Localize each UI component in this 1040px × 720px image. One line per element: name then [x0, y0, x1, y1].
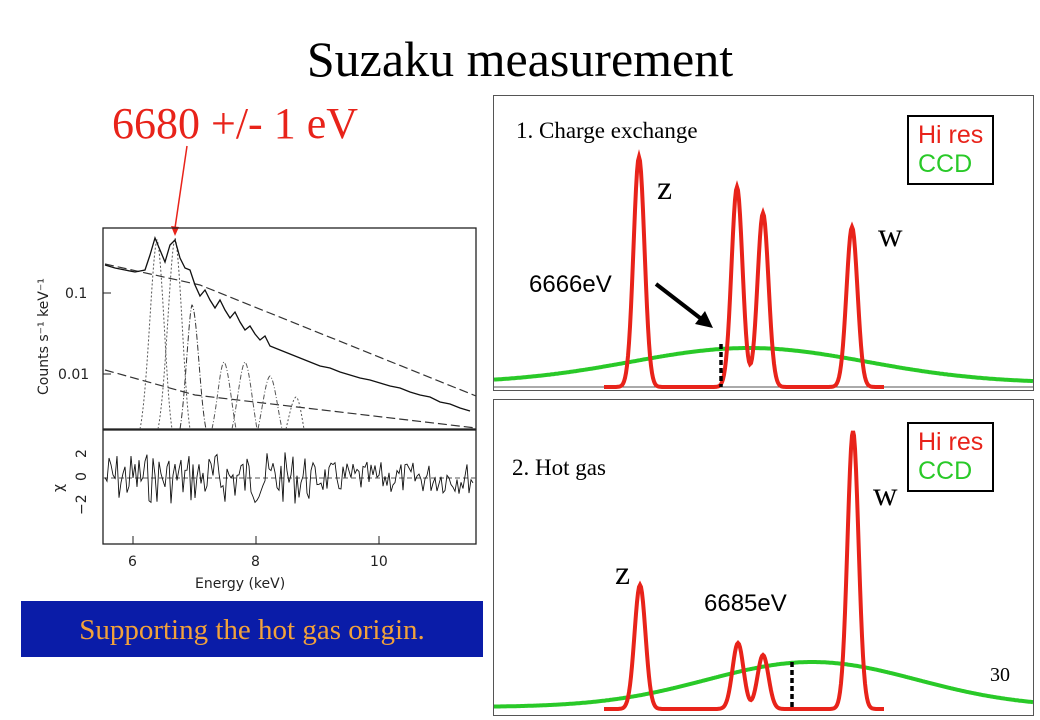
resid-tick-1: 0: [74, 472, 90, 481]
resid-tick-0: 2: [74, 449, 90, 458]
legend-hires: Hi res: [918, 428, 984, 456]
fe-component-6: [257, 375, 283, 430]
slide-title: Suzaku measurement: [306, 31, 734, 87]
fe-component-4: [211, 361, 237, 430]
legend-hires: Hi res: [918, 121, 984, 149]
y-tick-1: 0.01: [58, 367, 89, 383]
energy-label: 6685eV: [704, 590, 787, 617]
observed-spectrum: [104, 236, 471, 412]
fe-component-1: [139, 238, 173, 430]
hot-gas-profile: [494, 430, 1033, 711]
x-axis-label: Energy (keV): [195, 576, 285, 592]
x-tick-1: 8: [251, 554, 260, 570]
fe-component-5: [231, 361, 258, 430]
x-tick-0: 6: [128, 554, 137, 570]
z-line-label: z: [657, 170, 673, 207]
legend: Hi res CCD: [907, 115, 995, 185]
energy-label: 6666eV: [529, 271, 612, 298]
hot-gas-panel: 2. Hot gas Hi res CCD z w 6685eV: [493, 399, 1034, 716]
ccd-curve: [494, 346, 1033, 384]
second-continuum: [104, 369, 477, 429]
hires-curve: [604, 149, 884, 389]
energy-arrowhead: [695, 311, 713, 328]
residual-noise: [104, 452, 474, 504]
caption-text: Supporting the hot gas origin.: [79, 614, 425, 646]
w-line-label: w: [873, 476, 898, 513]
y-tick-0: 0.1: [65, 286, 87, 302]
energy-arrow: [654, 282, 706, 323]
fe-component-7: [285, 396, 305, 430]
panel-title: 2. Hot gas: [512, 455, 606, 480]
y-axis-label: Counts s⁻¹ keV⁻¹: [36, 278, 52, 395]
charge-exchange-panel: 1. Charge exchange Hi res CCD z w 6666eV: [493, 95, 1034, 391]
fe-component-2: [157, 236, 191, 430]
w-line-label: w: [878, 217, 903, 254]
caption-box: [21, 601, 483, 657]
charge-exchange-profile: [494, 149, 1033, 389]
fe-component-3: [179, 304, 207, 430]
legend-ccd: CCD: [918, 150, 973, 178]
ccd-curve: [494, 660, 1033, 709]
panel-title: 1. Charge exchange: [516, 118, 698, 143]
hires-curve: [604, 430, 884, 711]
residual-frame: [102, 429, 477, 545]
legend: Hi res CCD: [907, 422, 995, 492]
continuum-model: [104, 263, 477, 397]
legend-ccd: CCD: [918, 457, 973, 485]
z-line-label: z: [615, 555, 631, 592]
page-number: 30: [990, 664, 1010, 686]
measurement-value: 6680 +/- 1 eV: [112, 99, 358, 148]
resid-tick-2: −2: [74, 494, 90, 515]
x-tick-2: 10: [370, 554, 388, 570]
resid-axis-label: χ: [51, 484, 67, 492]
spectrum-frame: [102, 227, 477, 430]
